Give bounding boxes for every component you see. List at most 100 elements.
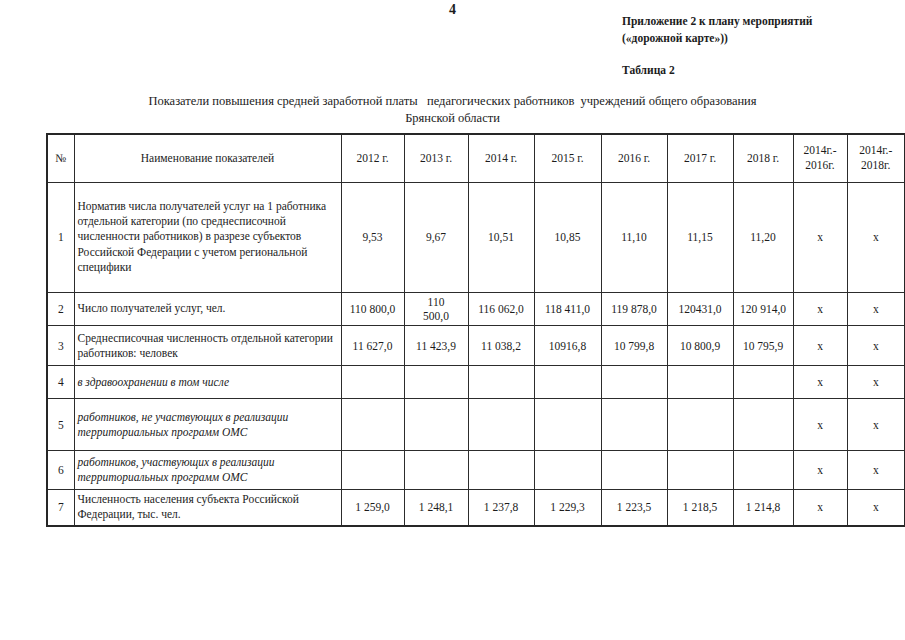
value-cell xyxy=(341,451,404,490)
value-cell: 1 237,8 xyxy=(468,490,534,526)
value-cell xyxy=(667,366,733,399)
table-caption-label: Таблица 2 xyxy=(622,64,675,76)
document-annotation: Приложение 2 к плану мероприятий («дорож… xyxy=(622,13,812,48)
document-title: Показатели повышения средней заработной … xyxy=(0,93,905,127)
value-cell: 1 223,5 xyxy=(601,490,667,526)
value-cell: 119 878,0 xyxy=(601,292,667,326)
value-cell: x xyxy=(793,366,847,399)
value-cell xyxy=(534,399,601,451)
table-row: 6работников, участвующих в реализации те… xyxy=(47,451,905,490)
column-header: 2014 г. xyxy=(468,134,534,182)
value-cell: 11,15 xyxy=(667,182,733,292)
value-cell: 118 411,0 xyxy=(534,292,601,326)
row-number-cell: 4 xyxy=(47,366,74,399)
value-cell xyxy=(468,399,534,451)
value-cell: 11 038,2 xyxy=(468,326,534,366)
value-cell: x xyxy=(793,451,847,490)
value-cell: x xyxy=(793,399,847,451)
value-cell xyxy=(733,366,793,399)
value-cell: 11,20 xyxy=(733,182,793,292)
value-cell: 11,10 xyxy=(601,182,667,292)
value-cell: 1 259,0 xyxy=(341,490,404,526)
indicator-name-cell: Численность населения субъекта Российско… xyxy=(74,490,341,526)
indicators-table: №Наименование показателей2012 г.2013 г.2… xyxy=(46,133,905,527)
column-header: 2012 г. xyxy=(341,134,404,182)
value-cell xyxy=(601,366,667,399)
indicator-name-cell: Норматив числа получателей услуг на 1 ра… xyxy=(74,182,341,292)
value-cell: 1 218,5 xyxy=(667,490,733,526)
value-cell: x xyxy=(847,399,905,451)
value-cell xyxy=(733,399,793,451)
row-number-cell: 1 xyxy=(47,182,74,292)
table-header: №Наименование показателей2012 г.2013 г.2… xyxy=(47,134,905,182)
table-row: 3Среднесписочная численность отдельной к… xyxy=(47,326,905,366)
value-cell: x xyxy=(793,292,847,326)
row-number-cell: 2 xyxy=(47,292,74,326)
value-cell xyxy=(601,399,667,451)
value-cell xyxy=(468,451,534,490)
value-cell: 9,53 xyxy=(341,182,404,292)
value-cell xyxy=(534,366,601,399)
value-cell: 120 914,0 xyxy=(733,292,793,326)
value-cell xyxy=(601,451,667,490)
table-row: 4в здравоохранении в том числе xx xyxy=(47,366,905,399)
column-header: 2016 г. xyxy=(601,134,667,182)
value-cell: 11 627,0 xyxy=(341,326,404,366)
value-cell xyxy=(667,399,733,451)
value-cell: 110 500,0 xyxy=(404,292,468,326)
value-cell: 110 800,0 xyxy=(341,292,404,326)
value-cell: 10916,8 xyxy=(534,326,601,366)
table-row: 1Норматив числа получателей услуг на 1 р… xyxy=(47,182,905,292)
value-cell: 9,67 xyxy=(404,182,468,292)
indicator-name-cell: Число получателей услуг, чел. xyxy=(74,292,341,326)
value-cell: 10,85 xyxy=(534,182,601,292)
column-header: Наименование показателей xyxy=(74,134,341,182)
value-cell: 116 062,0 xyxy=(468,292,534,326)
value-cell: x xyxy=(793,490,847,526)
value-cell xyxy=(404,399,468,451)
indicator-name-cell: работников, не участвующих в реализации … xyxy=(74,399,341,451)
value-cell: 10 795,9 xyxy=(733,326,793,366)
table-row: 7Численность населения субъекта Российск… xyxy=(47,490,905,526)
column-header: № xyxy=(47,134,74,182)
column-header: 2015 г. xyxy=(534,134,601,182)
table-row: 5работников, не участвующих в реализации… xyxy=(47,399,905,451)
value-cell: x xyxy=(847,490,905,526)
row-number-cell: 5 xyxy=(47,399,74,451)
row-number-cell: 7 xyxy=(47,490,74,526)
value-cell xyxy=(534,451,601,490)
column-header: 2014г.- 2016г. xyxy=(793,134,847,182)
document-page: 4 Приложение 2 к плану мероприятий («дор… xyxy=(0,0,905,640)
header-row: №Наименование показателей2012 г.2013 г.2… xyxy=(47,134,905,182)
value-cell: x xyxy=(847,366,905,399)
value-cell xyxy=(733,451,793,490)
value-cell: x xyxy=(847,326,905,366)
value-cell: 1 214,8 xyxy=(733,490,793,526)
column-header: 2018 г. xyxy=(733,134,793,182)
value-cell xyxy=(341,366,404,399)
value-cell: 10 799,8 xyxy=(601,326,667,366)
value-cell: x xyxy=(793,182,847,292)
column-header: 2017 г. xyxy=(667,134,733,182)
value-cell: 120431,0 xyxy=(667,292,733,326)
column-header: 2013 г. xyxy=(404,134,468,182)
indicator-name-cell: работников, участвующих в реализации тер… xyxy=(74,451,341,490)
value-cell: x xyxy=(847,292,905,326)
value-cell xyxy=(404,451,468,490)
value-cell: 1 248,1 xyxy=(404,490,468,526)
row-number-cell: 3 xyxy=(47,326,74,366)
value-cell xyxy=(468,366,534,399)
row-number-cell: 6 xyxy=(47,451,74,490)
value-cell: x xyxy=(793,326,847,366)
value-cell xyxy=(667,451,733,490)
value-cell xyxy=(404,366,468,399)
value-cell: x xyxy=(847,182,905,292)
value-cell: x xyxy=(847,451,905,490)
table-body: 1Норматив числа получателей услуг на 1 р… xyxy=(47,182,905,526)
value-cell: 10 800,9 xyxy=(667,326,733,366)
column-header: 2014г.- 2018г. xyxy=(847,134,905,182)
value-cell: 10,51 xyxy=(468,182,534,292)
indicator-name-cell: Среднесписочная численность отдельной ка… xyxy=(74,326,341,366)
indicator-name-cell: в здравоохранении в том числе xyxy=(74,366,341,399)
value-cell: 11 423,9 xyxy=(404,326,468,366)
